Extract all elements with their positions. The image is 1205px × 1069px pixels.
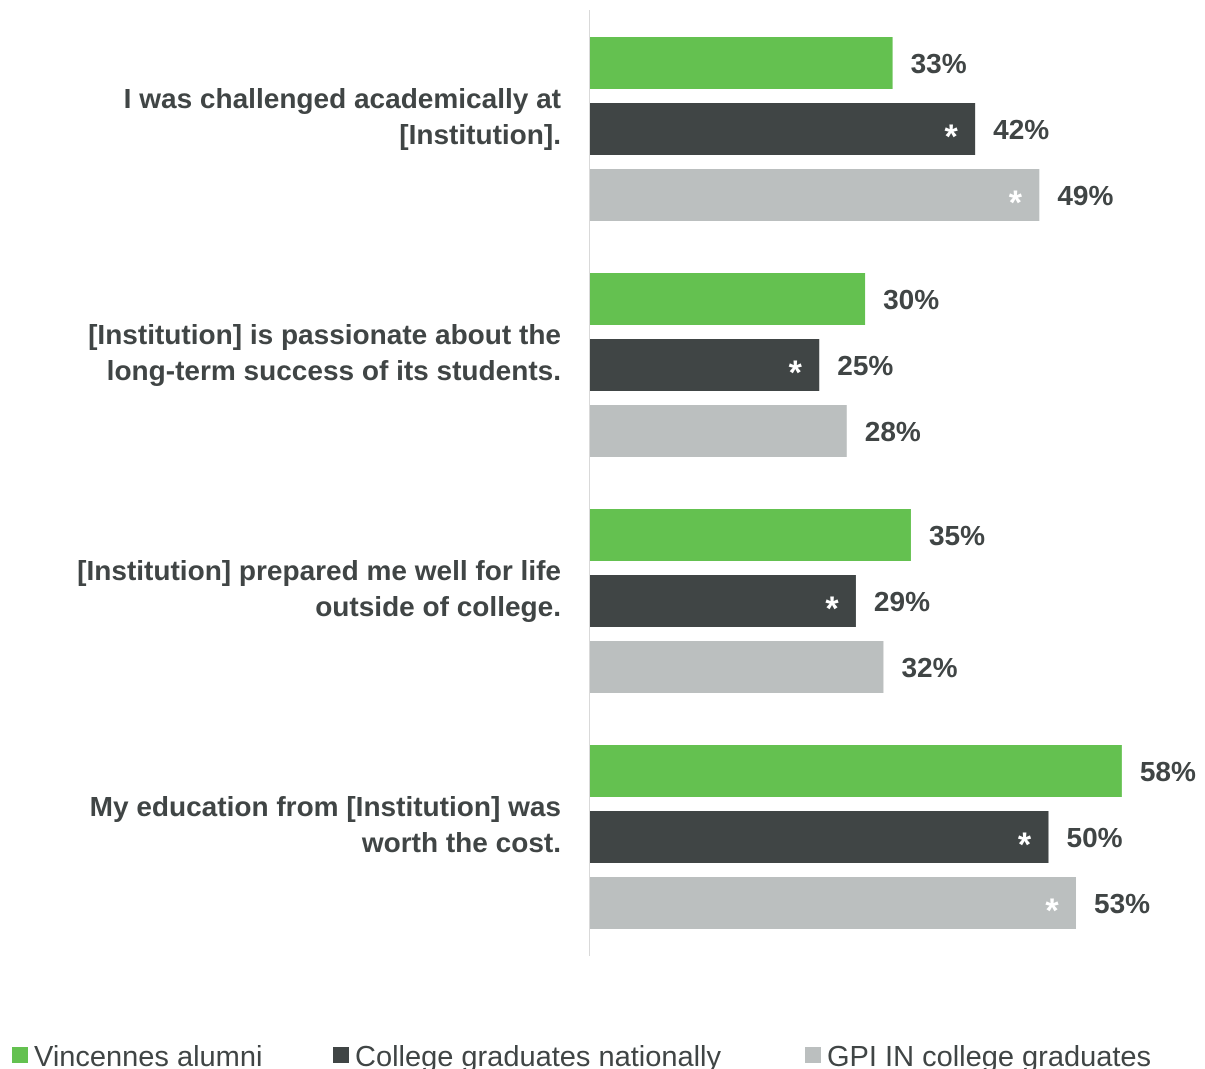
legend-label: GPI IN college graduates: [827, 1041, 1151, 1069]
category-label-line: [Institution] is passionate about the: [88, 319, 561, 350]
significance-marker: *: [1018, 826, 1032, 864]
legend-label: Vincennes alumni: [34, 1041, 262, 1069]
data-label: 25%: [837, 350, 893, 381]
bar: [590, 339, 820, 391]
legend: Vincennes alumni College graduates nation…: [12, 1041, 1151, 1069]
data-label: 30%: [883, 284, 939, 315]
category-label: My education from [Institution] was worth…: [90, 791, 561, 858]
bar: [590, 405, 847, 457]
bar: [590, 273, 866, 325]
bars: 33% 42% * 49% * 30% 25% * 28% 35% 29% * 32% 58% 50% * 53…: [590, 37, 1196, 930]
significance-marker: *: [825, 590, 839, 628]
data-label: 58%: [1140, 756, 1196, 787]
bar: [590, 745, 1122, 797]
bar: [590, 575, 856, 627]
data-label: 50%: [1067, 822, 1123, 853]
category-label-line: I was challenged academically at: [124, 83, 561, 114]
category-label-line: long-term success of its students.: [107, 355, 561, 386]
data-label: 42%: [993, 114, 1049, 145]
bar: [590, 877, 1077, 929]
bar: [590, 37, 893, 89]
legend-swatch: [805, 1047, 821, 1063]
bar: [590, 169, 1040, 221]
legend-label: College graduates nationally: [355, 1041, 721, 1069]
significance-marker: *: [945, 118, 959, 156]
category-label: [Institution] prepared me well for life o…: [77, 555, 561, 622]
category-label: [Institution] is passionate about the lon…: [88, 319, 561, 386]
bar: [590, 509, 911, 561]
significance-marker: *: [1009, 184, 1023, 222]
bar: [590, 811, 1049, 863]
bar: [590, 641, 884, 693]
significance-marker: *: [1045, 892, 1059, 930]
data-label: 28%: [865, 416, 921, 447]
category-label-line: [Institution] prepared me well for life: [77, 555, 561, 586]
data-label: 32%: [901, 652, 957, 683]
category-label-line: [Institution].: [399, 119, 561, 150]
category-label-line: worth the cost.: [361, 827, 561, 858]
category-label: I was challenged academically at [Institu…: [124, 83, 561, 150]
category-label-line: My education from [Institution] was: [90, 791, 561, 822]
data-label: 35%: [929, 520, 985, 551]
legend-swatch: [12, 1047, 28, 1063]
data-label: 53%: [1094, 888, 1150, 919]
data-label: 33%: [911, 48, 967, 79]
bar: [590, 103, 976, 155]
legend-swatch: [333, 1047, 349, 1063]
data-label: 29%: [874, 586, 930, 617]
category-labels: I was challenged academically at [Institu…: [77, 83, 561, 858]
significance-marker: *: [789, 354, 803, 392]
category-label-line: outside of college.: [315, 591, 561, 622]
data-label: 49%: [1057, 180, 1113, 211]
